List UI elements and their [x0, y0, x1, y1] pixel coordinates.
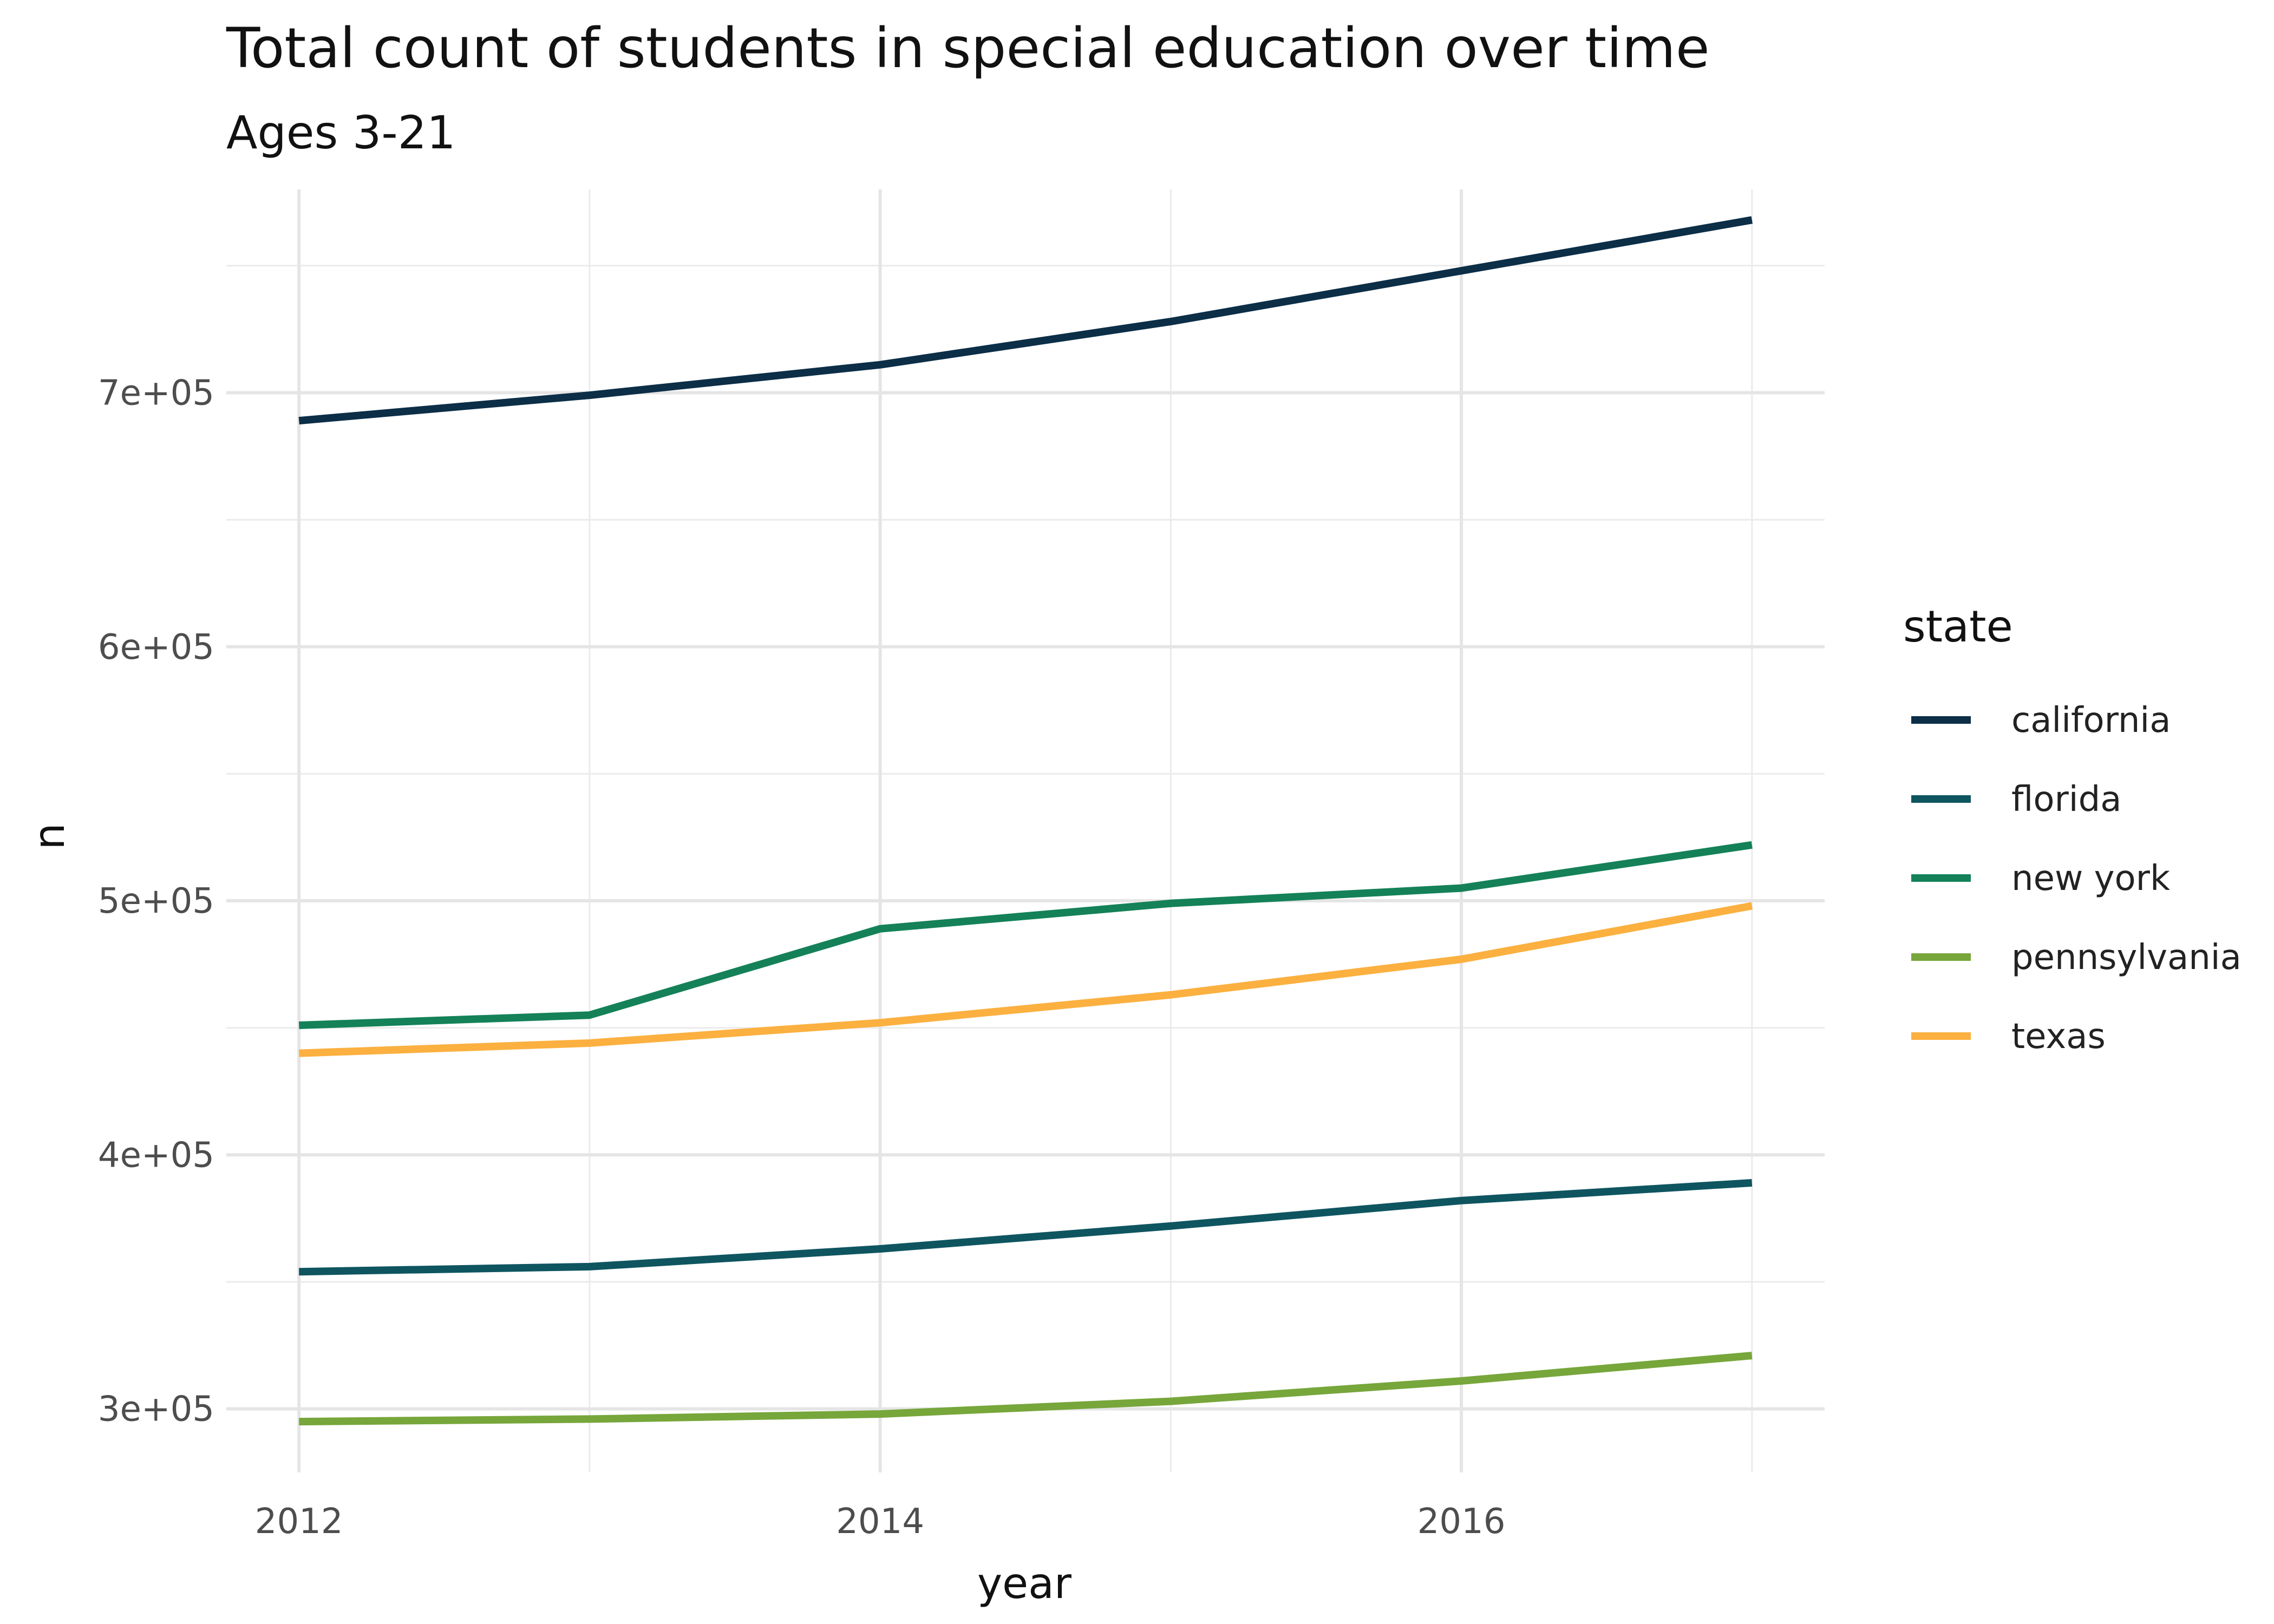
- legend-items: california florida new york pennsylvania tex…: [1911, 700, 2242, 1057]
- legend: state california florida new york pennsylva…: [1903, 601, 2242, 1057]
- y-tick-label: 4e+05: [98, 1135, 214, 1175]
- x-tick-label: 2016: [1417, 1502, 1506, 1542]
- y-axis-ticks: 3e+05 4e+05 5e+05 6e+05 7e+05: [98, 373, 214, 1429]
- x-axis-title: year: [977, 1560, 1072, 1608]
- y-axis-title: n: [25, 823, 74, 849]
- x-tick-label: 2012: [255, 1502, 343, 1542]
- x-tick-label: 2014: [836, 1502, 924, 1542]
- series-line-new-york: [298, 841, 1753, 1029]
- legend-label-california: california: [2011, 700, 2171, 741]
- y-tick-label: 6e+05: [98, 627, 214, 667]
- legend-title: state: [1903, 601, 2013, 652]
- legend-label-texas: texas: [2011, 1017, 2106, 1057]
- series-line-florida: [299, 1179, 1753, 1276]
- series-line-texas: [298, 902, 1753, 1057]
- x-axis-ticks: 2012 2014 2016: [255, 1502, 1506, 1542]
- y-tick-label: 5e+05: [98, 881, 214, 921]
- y-tick-label: 3e+05: [98, 1390, 214, 1430]
- series-line-california: [298, 216, 1753, 425]
- series-lines: [298, 216, 1753, 1426]
- legend-label-pennsylvania: pennsylvania: [2011, 938, 2242, 978]
- minor-gridlines: [226, 189, 1825, 1472]
- legend-label-florida: florida: [2011, 780, 2121, 820]
- series-line-pennsylvania: [299, 1352, 1753, 1426]
- major-gridlines: [226, 189, 1825, 1472]
- chart-subtitle: Ages 3-21: [226, 106, 456, 159]
- legend-label-new-york: new york: [2011, 859, 2170, 899]
- chart-title: Total count of students in special educa…: [226, 16, 1710, 81]
- y-tick-label: 7e+05: [98, 373, 214, 413]
